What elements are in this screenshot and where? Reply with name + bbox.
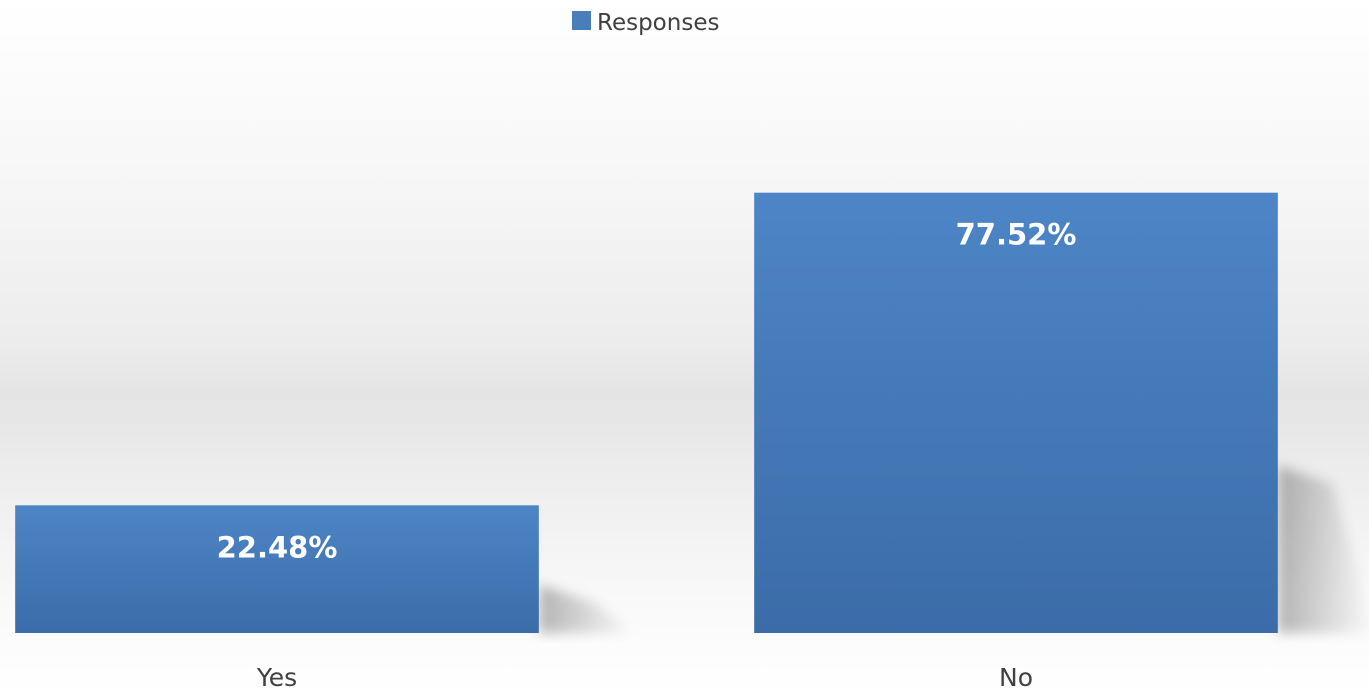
category-label-yes: Yes bbox=[256, 663, 297, 692]
bar-shadows bbox=[538, 465, 1369, 633]
bar-no bbox=[754, 192, 1278, 633]
bar-shadow-yes bbox=[538, 584, 634, 633]
data-labels: 22.48% 77.52% bbox=[217, 218, 1077, 565]
data-label-yes: 22.48% bbox=[217, 530, 338, 564]
bar-yes bbox=[15, 505, 539, 633]
data-label-no: 77.52% bbox=[956, 218, 1077, 252]
legend-label: Responses bbox=[597, 10, 719, 36]
legend-swatch bbox=[572, 11, 591, 30]
bar-shadow-no bbox=[1277, 465, 1369, 633]
category-label-no: No bbox=[999, 663, 1033, 692]
bars bbox=[15, 192, 1278, 633]
category-axis: Yes No bbox=[256, 663, 1033, 692]
legend: Responses bbox=[572, 10, 719, 36]
